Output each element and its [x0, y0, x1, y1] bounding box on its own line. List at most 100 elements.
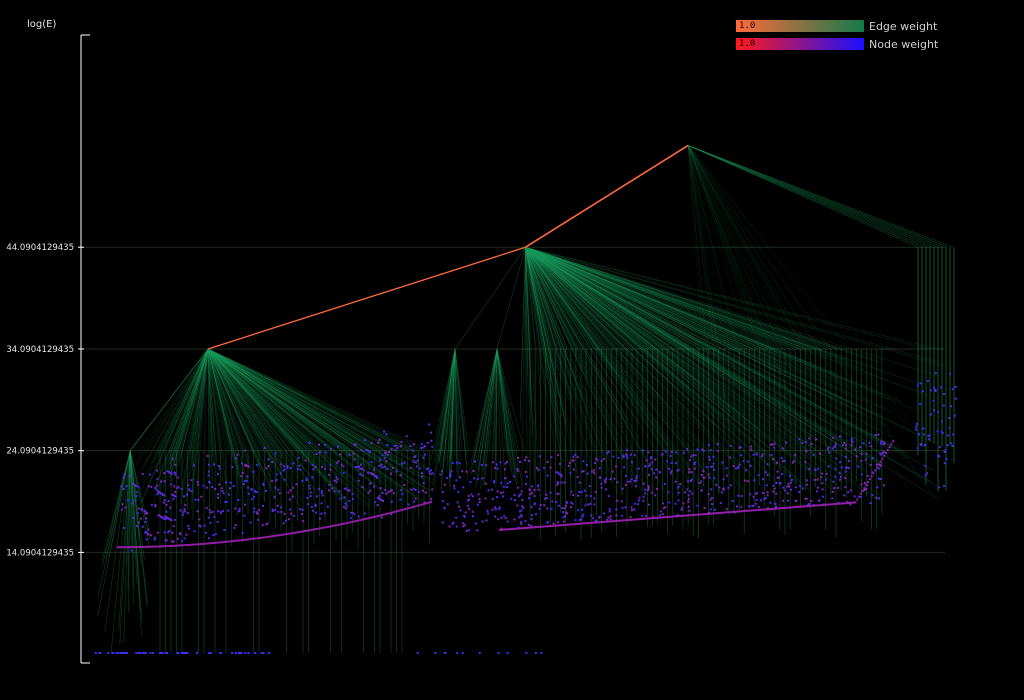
node	[229, 487, 231, 489]
legend-node-weight: 1.0 Node weight	[736, 37, 938, 51]
node	[504, 529, 506, 531]
node	[162, 652, 164, 654]
node	[615, 514, 617, 516]
node	[941, 431, 943, 433]
node	[491, 489, 493, 491]
node	[878, 497, 880, 499]
node	[864, 482, 866, 484]
node	[731, 511, 733, 513]
y-tick-label: 44.0904129435	[6, 243, 74, 253]
node	[920, 382, 922, 384]
node	[208, 517, 210, 519]
node	[704, 477, 706, 479]
node	[639, 497, 641, 499]
node	[181, 488, 183, 490]
node	[416, 505, 418, 507]
node	[328, 489, 330, 491]
node	[243, 539, 245, 541]
node	[503, 529, 505, 531]
node	[136, 491, 138, 493]
node	[656, 488, 658, 490]
node	[500, 492, 502, 494]
node	[254, 652, 256, 654]
node	[650, 517, 652, 519]
node	[952, 388, 954, 390]
node	[371, 442, 373, 444]
node	[359, 519, 361, 521]
node	[750, 509, 752, 511]
node	[371, 461, 373, 463]
node	[454, 487, 456, 489]
node	[344, 496, 346, 498]
node	[205, 532, 207, 534]
node	[600, 521, 602, 523]
node	[637, 503, 639, 505]
node	[711, 466, 713, 468]
node	[499, 461, 501, 463]
node	[127, 546, 129, 548]
node	[517, 470, 519, 472]
node	[837, 487, 839, 489]
node	[865, 453, 867, 455]
node	[196, 510, 198, 512]
node	[698, 514, 700, 516]
node	[272, 510, 274, 512]
node	[582, 513, 584, 515]
node	[595, 458, 597, 460]
node	[227, 510, 229, 512]
node	[321, 502, 323, 504]
node	[673, 515, 675, 517]
node	[207, 455, 209, 457]
edge-weight-value: 1.0	[739, 20, 755, 32]
node	[386, 460, 388, 462]
node	[518, 516, 520, 518]
node	[467, 505, 469, 507]
node	[686, 514, 688, 516]
node	[615, 508, 617, 510]
node	[937, 455, 939, 457]
node	[181, 652, 183, 654]
node	[939, 446, 941, 448]
node	[748, 505, 750, 507]
node	[395, 449, 397, 451]
node	[182, 514, 184, 516]
node	[638, 499, 640, 501]
node	[312, 510, 314, 512]
node	[359, 473, 361, 475]
node	[539, 508, 541, 510]
node	[616, 520, 618, 522]
node	[916, 423, 918, 425]
node	[528, 460, 530, 462]
node	[875, 497, 877, 499]
node	[835, 503, 837, 505]
node	[212, 542, 214, 544]
node	[420, 504, 422, 506]
node	[310, 495, 312, 497]
node	[765, 508, 767, 510]
node	[265, 536, 267, 538]
node	[164, 518, 166, 520]
node	[261, 537, 263, 539]
node	[217, 493, 219, 495]
node	[844, 502, 846, 504]
node	[565, 505, 567, 507]
node	[135, 546, 137, 548]
node	[507, 521, 509, 523]
node	[788, 507, 790, 509]
node	[345, 502, 347, 504]
node	[845, 444, 847, 446]
node	[644, 489, 646, 491]
node	[233, 540, 235, 542]
node	[878, 478, 880, 480]
node	[123, 527, 125, 529]
node	[555, 525, 557, 527]
node	[280, 463, 282, 465]
node	[839, 461, 841, 463]
node	[251, 498, 253, 500]
node	[341, 464, 343, 466]
node	[555, 471, 557, 473]
node	[154, 487, 156, 489]
node	[163, 502, 165, 504]
node	[771, 443, 773, 445]
node	[876, 464, 878, 466]
